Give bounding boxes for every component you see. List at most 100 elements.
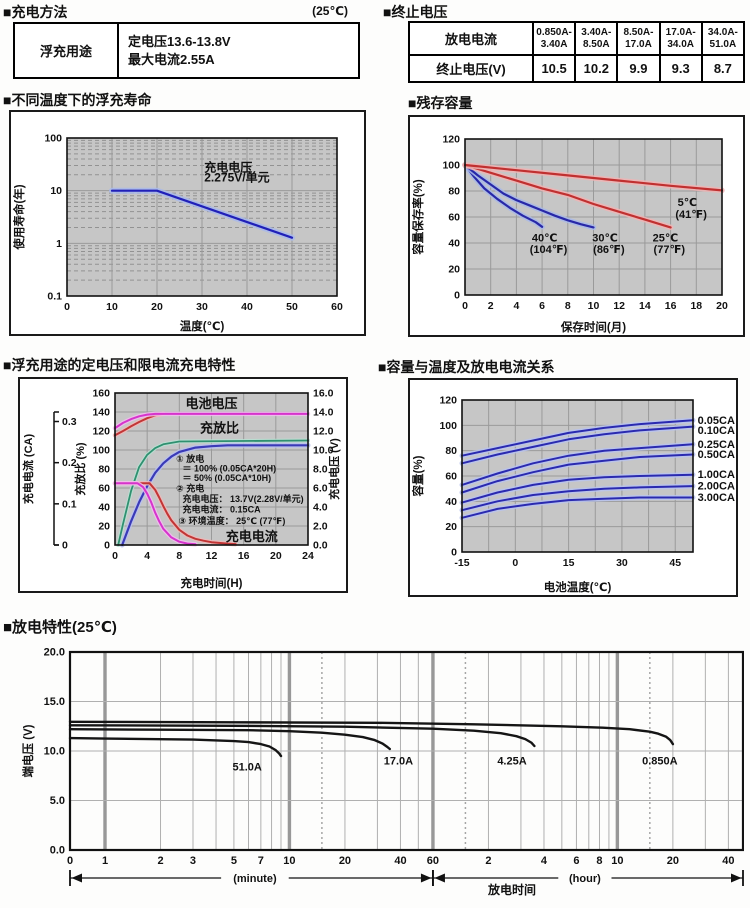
svg-text:60: 60 [448,212,460,224]
svg-text:20: 20 [667,855,679,867]
svg-text:5.0: 5.0 [50,795,65,807]
svg-text:电池电压: 电池电压 [185,396,237,411]
svg-text:2.00CA: 2.00CA [698,481,735,493]
svg-text:140: 140 [92,407,110,419]
svg-text:0.850A: 0.850A [642,755,678,767]
svg-text:充电电流: 充电电流 [226,529,278,544]
svg-text:60: 60 [427,855,439,867]
svg-text:充电电流 (CA): 充电电流 (CA) [21,434,35,505]
svg-text:充电电压： 13.7V(2.28V/单元): 充电电压： 13.7V(2.28V/单元) [183,493,304,504]
discharge-current-label: 放电电流 [408,21,534,56]
svg-text:30: 30 [196,301,208,313]
end-voltage-row-label: 终止电压(V) [408,54,534,83]
current-range-cell: 0.850A- 3.40A [531,21,577,56]
svg-text:0: 0 [112,550,118,562]
svg-text:2: 2 [488,300,494,312]
svg-text:120: 120 [92,426,110,438]
chart-float-life: 0 10 20 30 40 50 60 0.1 1 10 100 充电电压 2.275V/单元 温度(℃)… [9,110,366,336]
svg-text:60: 60 [331,301,343,313]
svg-text:10: 10 [106,301,118,313]
charge-table-values: 定电压13.6-13.8V 最大电流2.55A [119,24,358,77]
svg-text:10: 10 [611,855,623,867]
svg-text:15.0: 15.0 [44,696,65,708]
residual-capacity-title: ■残存容量 [408,95,473,111]
svg-text:10: 10 [588,300,600,312]
svg-text:20: 20 [151,301,163,313]
svg-text:2: 2 [485,855,491,867]
svg-text:(hour): (hour) [569,873,601,885]
svg-text:17.0A: 17.0A [384,755,413,767]
svg-text:16: 16 [238,550,250,562]
svg-text:充放比 (%): 充放比 (%) [73,442,87,495]
svg-text:100: 100 [44,133,62,145]
svg-text:4: 4 [144,550,150,562]
charge-method-title: ■充电方法 [3,4,68,20]
table-row: 终止电压(V) 10.5 10.2 9.9 9.3 8.7 [408,54,746,83]
chart-charge-characteristics: 0 4 8 12 16 20 24 0 20 40 60 80 100 120 140 160 0.0 2.0 4.… [18,377,348,593]
svg-text:12.0: 12.0 [313,426,334,438]
svg-text:14: 14 [639,300,651,312]
svg-text:12: 12 [613,300,625,312]
end-voltage-value-cell: 10.5 [531,54,577,83]
svg-text:30℃: 30℃ [592,232,618,244]
svg-text:6.0: 6.0 [313,483,328,495]
svg-text:40: 40 [445,496,457,508]
svg-text:0.25CA: 0.25CA [698,439,735,451]
svg-text:8: 8 [176,550,182,562]
svg-text:8.0: 8.0 [313,464,328,476]
svg-text:0: 0 [451,547,457,559]
svg-text:20: 20 [445,521,457,533]
svg-text:100: 100 [92,445,110,457]
end-voltage-value-cell: 9.3 [658,54,703,83]
svg-text:40: 40 [448,238,460,250]
svg-text:16.0: 16.0 [313,388,334,400]
svg-text:容量(%): 容量(%) [411,455,425,497]
svg-text:使用寿命(年): 使用寿命(年) [12,184,26,250]
svg-text:100: 100 [439,420,457,432]
current-range-cell: 17.0A- 34.0A [658,21,703,56]
svg-text:8: 8 [596,855,602,867]
svg-text:充电电压: 充电电压 [204,159,252,174]
svg-text:0: 0 [454,290,460,302]
svg-text:50: 50 [286,301,298,313]
svg-text:容量保存率(%): 容量保存率(%) [411,179,425,256]
svg-text:80: 80 [445,445,457,457]
svg-text:3.00CA: 3.00CA [698,492,735,504]
svg-text:24: 24 [302,550,314,562]
svg-text:20: 20 [448,264,460,276]
svg-text:(77℉): (77℉) [654,244,686,256]
svg-text:-15: -15 [454,557,469,569]
svg-text:＝ 100% (0.05CA*20H): ＝ 100% (0.05CA*20H) [183,464,277,474]
svg-text:0: 0 [67,855,73,867]
svg-text:20: 20 [98,521,110,533]
chart-residual-capacity: 0 2 4 6 8 10 12 14 16 18 20 0 20 40 60 80 100 120 40℃ (104℉… [408,115,745,337]
svg-text:40: 40 [98,502,110,514]
chart-capacity-temperature: -15 0 15 30 45 0 20 40 60 80 100 120 0.05CA 0.10CA 0.2… [408,378,738,597]
svg-text:60: 60 [98,483,110,495]
svg-text:120: 120 [442,134,460,146]
svg-text:充电电流： 0.15CA: 充电电流： 0.15CA [183,503,262,514]
svg-text:7: 7 [258,855,264,867]
end-voltage-value-cell: 10.2 [574,54,619,83]
end-voltage-table: 放电电流 0.850A- 3.40A 3.40A- 8.50A 8.50A- 17.0… [408,21,746,83]
svg-text:40: 40 [722,855,734,867]
svg-text:1: 1 [102,855,108,867]
svg-text:(104℉): (104℉) [530,244,568,256]
svg-text:8: 8 [565,300,571,312]
svg-text:(minute): (minute) [233,873,277,885]
svg-text:0: 0 [64,301,70,313]
svg-text:60: 60 [445,471,457,483]
svg-text:温度(℃): 温度(℃) [180,319,225,333]
svg-text:3: 3 [190,855,196,867]
charge-characteristics-title: ■浮充用途的定电压和限电流充电特性 [3,357,236,373]
svg-text:15: 15 [563,557,575,569]
svg-text:2.275V/单元: 2.275V/单元 [204,169,269,184]
end-voltage-title: ■终止电压 [383,4,448,20]
svg-text:2: 2 [157,855,163,867]
svg-text:16: 16 [665,300,677,312]
svg-text:20: 20 [339,855,351,867]
current-range-cell: 34.0A- 51.0A [700,21,746,56]
svg-text:端电压 (V): 端电压 (V) [21,724,35,777]
charge-table-row-label: 浮充用途 [15,24,119,77]
